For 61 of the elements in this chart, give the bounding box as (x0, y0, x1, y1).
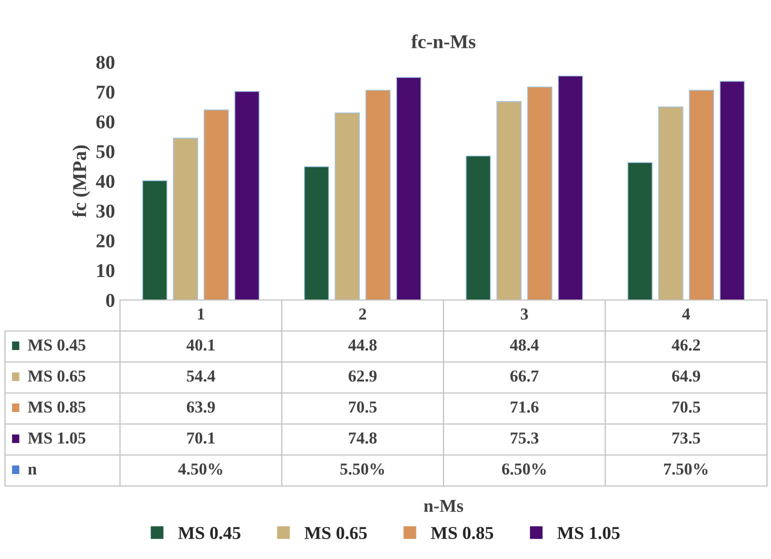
text: MS 0.85 (430, 526, 494, 540)
y-tick-label: 40 (96, 174, 114, 188)
y-tick-label: 20 (96, 234, 114, 248)
y-tick-label: 10 (97, 264, 114, 278)
x-tick-label: 2 (359, 308, 366, 320)
legend-label: MS 0.65 (28, 370, 86, 382)
data-label: 73.5 (672, 432, 700, 444)
bar (496, 101, 522, 300)
bar (688, 90, 714, 300)
legend-label: MS 1.05 (28, 432, 86, 444)
bar (627, 162, 653, 300)
text: n-Ms (424, 500, 464, 512)
bar (365, 90, 391, 300)
data-label: 70.5 (672, 401, 700, 413)
bar (334, 112, 360, 300)
x-tick-label: 3 (520, 308, 528, 320)
bar (527, 86, 552, 300)
text: 6.50% (502, 463, 546, 475)
y-tick-label: 80 (96, 56, 114, 69)
bar (204, 109, 229, 300)
data-label: 48.4 (510, 339, 539, 351)
data-label: 66.7 (510, 370, 539, 382)
bar (234, 91, 260, 300)
bar (558, 76, 584, 300)
y-tick-label: 50 (96, 145, 114, 158)
bar (658, 106, 684, 300)
y-axis-title: fc (MPa) (72, 145, 90, 218)
data-label: 40.1 (186, 339, 215, 351)
y-tick-label: 70 (96, 86, 114, 99)
data-label: 74.8 (348, 432, 377, 444)
bar (172, 138, 198, 300)
data-label: 44.8 (348, 339, 377, 351)
data-label: 64.9 (672, 370, 700, 382)
data-label: 62.9 (348, 370, 377, 382)
y-tick-label: 0 (106, 294, 114, 307)
bar (304, 166, 330, 300)
x-tick-label: 4 (682, 308, 690, 320)
data-label: 71.6 (510, 401, 538, 413)
x-tick-label: 1 (198, 308, 204, 320)
legend-label: n (28, 466, 37, 475)
data-label: 70.5 (348, 401, 377, 413)
data-label: 70.1 (187, 432, 215, 444)
text: MS 1.05 (557, 526, 620, 540)
bar (466, 156, 491, 300)
legend-label: MS 0.45 (28, 339, 86, 351)
chart-title: fc-n-Ms (411, 34, 476, 48)
bar (720, 80, 745, 300)
y-tick-label: 30 (96, 204, 114, 218)
text: 4.50% (178, 463, 222, 475)
data-label: 63.9 (186, 401, 215, 413)
data-label: 54.4 (186, 370, 216, 382)
y-tick-label: 60 (96, 115, 114, 128)
text: 5.50% (340, 463, 384, 475)
text: MS 0.45 (178, 526, 240, 540)
bar (396, 77, 422, 300)
text: 7.50% (664, 463, 708, 475)
bar (142, 180, 168, 300)
data-label: 75.3 (510, 432, 538, 444)
data-label: 46.2 (672, 339, 700, 351)
legend-label: MS 0.85 (28, 401, 86, 413)
text: MS 0.65 (304, 526, 367, 540)
